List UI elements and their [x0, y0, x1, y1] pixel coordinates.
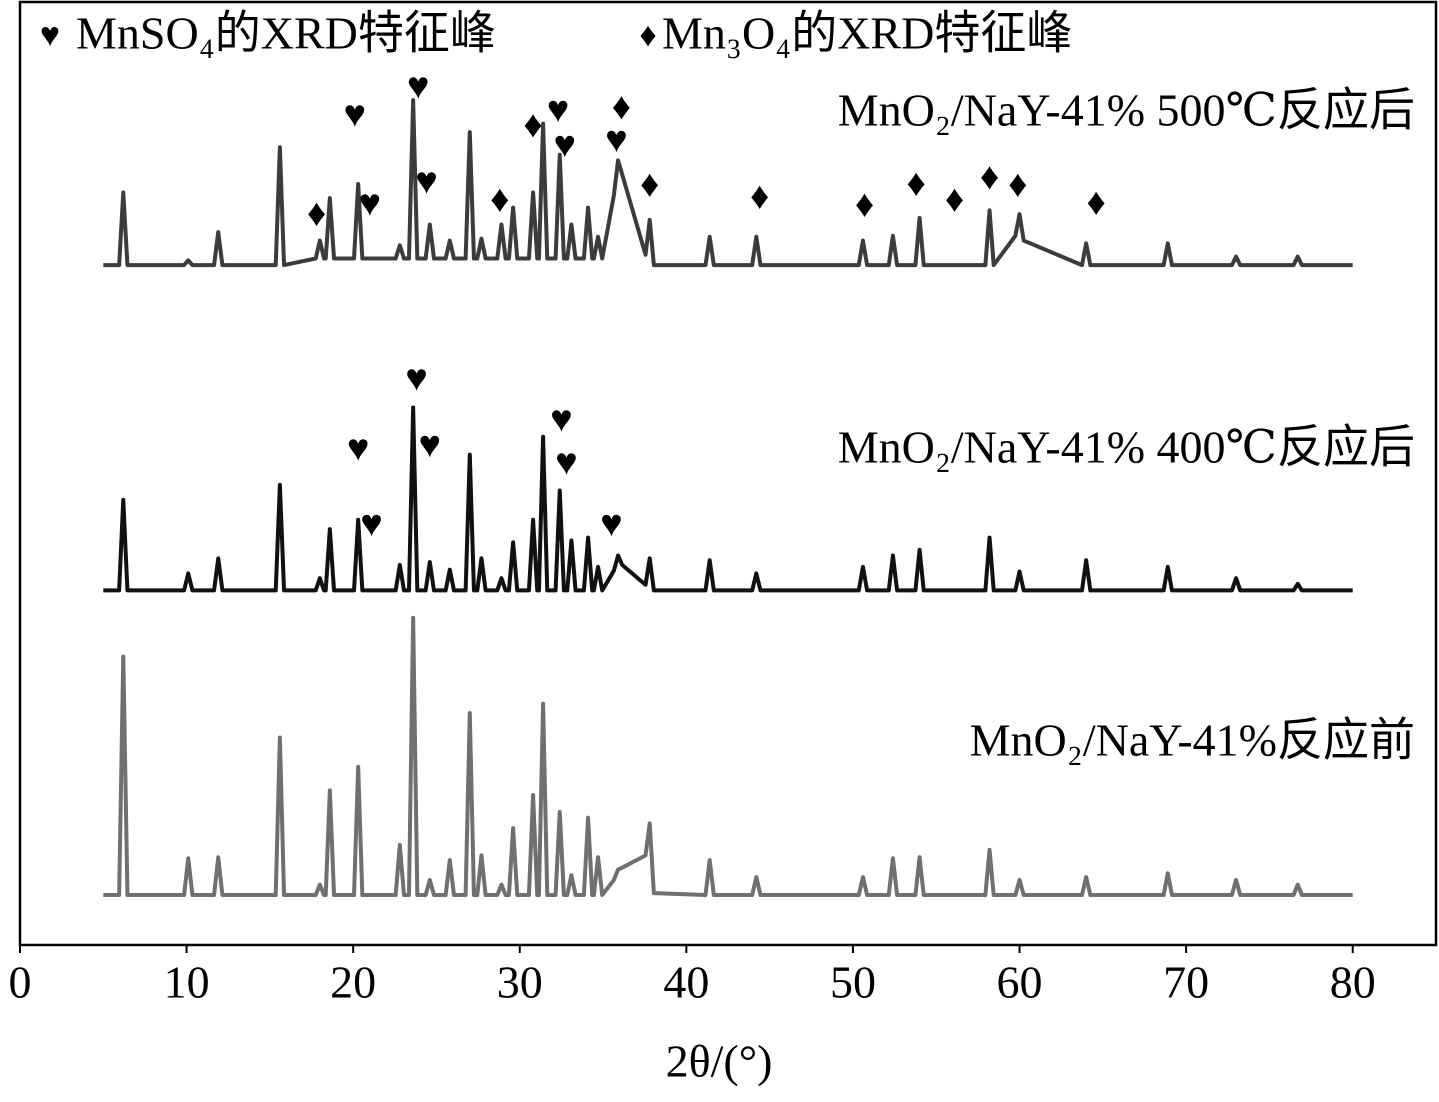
x-axis-label: 2θ/(°) — [666, 1036, 773, 1087]
series-line — [103, 615, 1353, 898]
series-label: MnO₂/NaY-41% 500℃反应后 — [838, 85, 1415, 136]
peak-marker: ♦ — [855, 183, 874, 225]
peak-marker: ♥ — [553, 124, 576, 166]
x-tick-label: 60 — [997, 957, 1043, 1008]
peak-marker: ♦ — [945, 179, 964, 221]
peak-marker: ♥ — [600, 503, 623, 545]
peak-marker: ♦ — [750, 176, 769, 218]
peak-marker: ♥ — [547, 89, 570, 131]
peak-marker: ♦ — [490, 179, 509, 221]
x-tick-label: 70 — [1163, 957, 1209, 1008]
series-line — [103, 98, 1353, 268]
peak-marker: ♥ — [415, 161, 438, 203]
peak-marker: ♥ — [419, 424, 442, 466]
x-tick-label: 50 — [830, 957, 876, 1008]
legend-symbol: ♥ — [40, 17, 60, 54]
series-label: MnO₂/NaY-41%反应前 — [970, 715, 1415, 766]
series-line — [103, 405, 1353, 593]
peak-marker: ♦ — [1008, 163, 1027, 205]
x-tick-label: 40 — [663, 957, 709, 1008]
peak-marker: ♦ — [612, 86, 631, 128]
peak-marker: ♥ — [405, 358, 428, 400]
x-tick-label: 0 — [9, 957, 32, 1008]
peak-marker: ♥ — [407, 65, 430, 107]
x-tick-label: 30 — [497, 957, 543, 1008]
peak-marker: ♦ — [907, 163, 926, 205]
peak-marker: ♥ — [555, 442, 578, 484]
legend-label: MnSO₄的XRD特征峰 — [76, 8, 496, 59]
legend-label: Mn₃O₄的XRD特征峰 — [662, 8, 1072, 59]
peak-marker: ♦ — [523, 104, 542, 146]
peak-marker: ♥ — [344, 94, 367, 136]
peak-marker: ♦ — [980, 156, 999, 198]
peak-marker: ♦ — [307, 193, 326, 235]
x-tick-label: 20 — [330, 957, 376, 1008]
peak-marker: ♥ — [347, 428, 370, 470]
series-label: MnO₂/NaY-41% 400℃反应后 — [838, 422, 1415, 473]
peak-marker: ♥ — [605, 119, 628, 161]
legend-symbol: ♦ — [639, 17, 656, 54]
plot-frame — [18, 0, 1438, 947]
x-tick-label: 80 — [1330, 957, 1376, 1008]
peak-marker: ♥ — [359, 182, 382, 224]
peak-marker: ♥ — [550, 398, 573, 440]
peak-marker: ♦ — [1086, 181, 1105, 223]
peak-marker: ♥ — [360, 503, 383, 545]
peak-marker: ♦ — [640, 163, 659, 205]
x-tick-label: 10 — [164, 957, 210, 1008]
